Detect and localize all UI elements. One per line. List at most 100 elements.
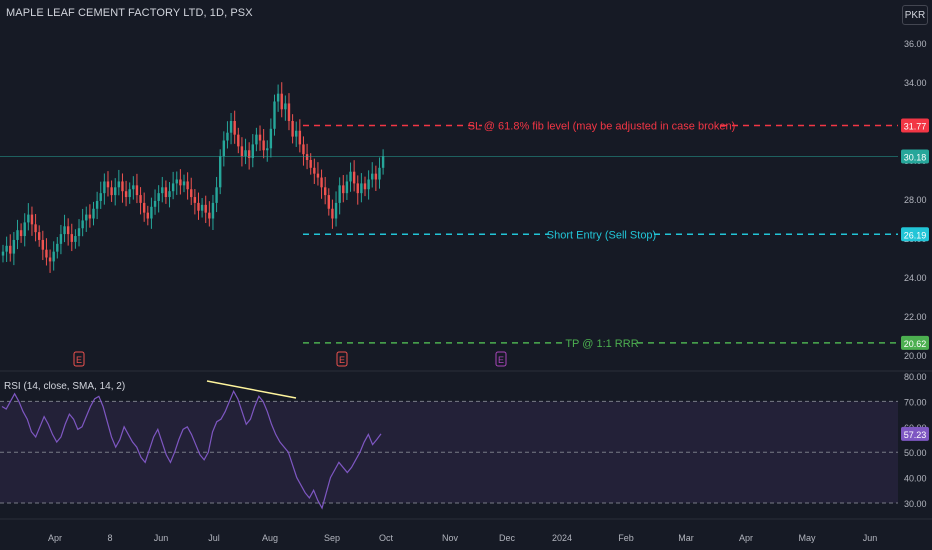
time-tick: Aug <box>262 533 278 543</box>
candle-body <box>338 185 341 203</box>
candle-body <box>132 185 135 190</box>
candle-body <box>63 226 66 235</box>
time-tick: Jul <box>208 533 220 543</box>
candle-body <box>81 220 84 229</box>
candle-body <box>266 148 269 151</box>
candle-body <box>186 181 189 190</box>
tp-price-tag <box>901 335 929 350</box>
candle-body <box>85 214 88 221</box>
time-tick: Oct <box>379 533 394 543</box>
candle-body <box>182 181 186 186</box>
candle-body <box>284 103 287 110</box>
candle-body <box>30 214 34 225</box>
rsi-line <box>1 389 382 510</box>
candle-body <box>374 173 378 180</box>
candle-body <box>27 214 30 223</box>
candle-body <box>142 202 146 213</box>
candle-body <box>316 173 320 178</box>
candle-body <box>164 187 168 198</box>
candle-body <box>153 200 157 207</box>
tp-price-tag-text: 20.62 <box>904 339 927 349</box>
candle-body <box>208 212 211 219</box>
candle-body <box>200 204 204 211</box>
candle-body <box>168 191 171 198</box>
candle-body <box>179 179 182 186</box>
candle-body <box>16 230 19 240</box>
candle-body <box>280 93 283 110</box>
earnings-marker-label: E <box>339 355 345 365</box>
candle-body <box>320 177 323 188</box>
price-tick: 20.00 <box>904 351 927 361</box>
time-tick: 8 <box>107 533 112 543</box>
candle-body <box>190 189 193 198</box>
candle-body <box>70 234 73 242</box>
candle-body <box>95 200 99 209</box>
candle-body <box>193 197 197 203</box>
candle-body <box>74 236 77 242</box>
candle-body <box>219 156 222 188</box>
candle-body <box>92 208 95 219</box>
candle-body <box>1 251 5 256</box>
price-tick: 28.00 <box>904 195 927 205</box>
candle-body <box>247 150 251 159</box>
candle-body <box>237 134 240 147</box>
rsi-pane[interactable] <box>0 380 898 510</box>
candle-body <box>291 121 294 137</box>
candle-body <box>175 179 178 184</box>
candle-body <box>99 193 102 201</box>
candle-body <box>240 146 244 157</box>
candle-body <box>233 121 236 135</box>
candle-body <box>117 181 121 188</box>
candle-body <box>41 239 45 250</box>
candle-body <box>295 130 298 137</box>
candle-body <box>103 181 106 194</box>
time-tick: Sep <box>324 533 340 543</box>
price-axis[interactable]: 36.0034.0032.0030.0028.0026.0024.0022.00… <box>48 39 929 543</box>
time-tick: May <box>798 533 816 543</box>
candle-body <box>135 185 139 196</box>
time-tick: Jun <box>154 533 169 543</box>
candle-body <box>52 251 55 262</box>
candle-body <box>139 195 142 203</box>
candle-body <box>150 206 153 219</box>
level-label: TP @ 1:1 RRR <box>565 338 638 350</box>
price-tick: 36.00 <box>904 39 927 49</box>
time-tick: Apr <box>48 533 62 543</box>
candle-body <box>146 212 149 219</box>
currency-button[interactable]: PKR <box>902 5 928 25</box>
candle-body <box>371 173 374 180</box>
candle-body <box>349 171 352 182</box>
price-tick: 22.00 <box>904 312 927 322</box>
time-tick: Jun <box>863 533 878 543</box>
candle-body <box>59 234 63 244</box>
rsi-tick: 30.00 <box>904 499 927 509</box>
price-pane[interactable]: SL @ 61.8% fib level (may be adjusted in… <box>0 82 932 520</box>
candle-body <box>48 257 52 262</box>
candle-body <box>331 208 334 219</box>
candle-body <box>19 230 23 237</box>
rsi-tick: 50.00 <box>904 448 927 458</box>
candle-body <box>128 189 131 198</box>
time-tick: Feb <box>618 533 634 543</box>
candle-body <box>5 245 8 252</box>
candle-body <box>367 179 370 190</box>
time-tick: Nov <box>442 533 459 543</box>
candle-body <box>302 144 305 155</box>
candle-body <box>363 183 367 190</box>
candle-body <box>226 132 229 141</box>
candle-body <box>211 202 215 219</box>
rsi-indicator-label[interactable]: RSI (14, close, SMA, 14, 2) <box>4 381 126 392</box>
candle-body <box>269 128 273 149</box>
candle-body <box>298 130 302 145</box>
candle-body <box>110 187 113 196</box>
candle-body <box>342 185 345 194</box>
candle-body <box>327 195 330 209</box>
rsi-value-tag <box>901 426 929 441</box>
rsi-tick: 70.00 <box>904 397 927 407</box>
symbol-title[interactable]: MAPLE LEAF CEMENT FACTORY LTD, 1D, PSX <box>6 7 253 19</box>
candle-body <box>157 193 160 201</box>
candle-body <box>258 134 262 141</box>
candle-body <box>313 167 316 174</box>
candle-body <box>77 228 81 237</box>
